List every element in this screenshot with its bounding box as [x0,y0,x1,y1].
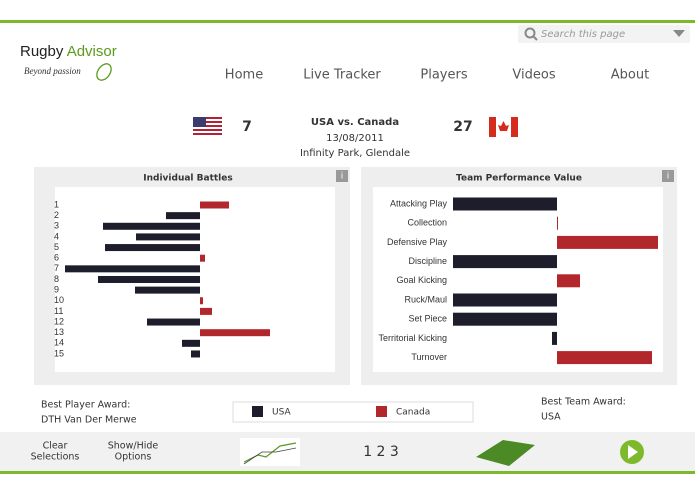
legend-label: USA [272,408,291,418]
award-value: USA [541,412,561,423]
field-icon[interactable] [476,440,535,466]
search-box[interactable] [518,25,690,43]
options-button[interactable]: Options [115,452,152,463]
home-score: 7 [242,119,252,135]
tagline: Beyond passion [24,66,81,76]
row-label: Collection [407,218,447,228]
page-selector[interactable]: 1 2 3 [363,444,399,460]
bar [200,307,212,315]
row-label: 1 [54,199,59,209]
legend-box [232,401,474,423]
bar [98,275,200,283]
row-label: 8 [54,274,59,284]
info-button[interactable] [662,170,674,182]
bar [182,339,200,347]
brand: Rugby Advisor [20,43,117,60]
row-label: Territorial Kicking [378,333,447,343]
row-label: 4 [54,231,59,241]
nav-link[interactable]: Players [420,68,467,83]
bar [557,274,580,288]
bar [453,255,557,269]
legend-swatch [376,406,387,417]
top-bar [0,20,695,23]
bar [453,312,557,326]
row-label: 6 [54,253,59,263]
away-score: 27 [453,119,472,135]
row-label: 7 [54,263,59,273]
bar [105,244,200,252]
bar [147,318,200,326]
bar [557,351,652,365]
search-icon [524,27,536,39]
bar [166,212,200,220]
clear-button[interactable]: Clear [43,441,68,452]
row-label: 11 [54,306,63,316]
footer [0,432,695,472]
bar [557,216,558,230]
chart-title: Team Performance Value [456,174,582,184]
bar [552,331,557,345]
bar [200,329,270,337]
dropdown-arrow[interactable] [673,30,685,37]
play-icon [628,445,638,459]
canada-flag [489,117,518,137]
nav-link[interactable]: About [611,68,649,83]
bar [191,350,200,358]
row-label: Discipline [408,256,447,266]
bar [453,197,557,211]
legend-label: Canada [396,408,430,418]
row-label: 9 [54,284,59,294]
us-flag [193,117,222,137]
plot-area [373,187,663,372]
options-button[interactable]: Show/Hide [108,441,159,452]
search-placeholder: Search this page [541,29,625,40]
match-date: 13/08/2011 [326,133,384,144]
bar [65,265,200,273]
row-label: Goal Kicking [396,275,447,285]
search-icon [532,35,538,41]
nav-link[interactable]: Videos [512,68,555,83]
ball-icon [96,63,112,81]
row-label: Ruck/Maul [404,294,447,304]
row-label: Set Piece [408,314,447,324]
chart-title: Individual Battles [143,174,232,184]
row-label: Turnover [411,352,447,362]
row-label: 2 [54,210,59,220]
row-label: 5 [54,242,59,252]
bar [135,286,200,294]
nav-link[interactable]: Live Tracker [303,68,381,83]
row-label: 13 [54,327,64,337]
bar [200,254,205,262]
legend-swatch [252,406,263,417]
row-label: Attacking Play [390,198,448,208]
bar [557,235,658,249]
row-label: 12 [54,316,64,326]
clear-button[interactable]: Selections [31,452,80,463]
bottom-bar [0,471,695,474]
bar [200,201,229,209]
match-title: USA vs. Canada [311,117,399,128]
info-icon: i [667,172,670,182]
row-label: 14 [54,338,64,348]
row-label: 15 [54,348,64,358]
info-button[interactable] [336,170,348,182]
award-value: DTH Van Der Merwe [41,415,137,426]
nav-link[interactable]: Home [225,68,263,83]
row-label: 10 [54,295,64,305]
row-label: 3 [54,221,59,231]
bar [136,233,200,241]
row-label: Defensive Play [387,237,448,247]
award-label: Best Player Award: [41,400,130,411]
bar [200,297,203,305]
trend-icon [243,447,297,465]
bar [103,222,200,230]
award-label: Best Team Award: [541,397,626,408]
info-icon: i [341,172,344,182]
bar [453,293,557,307]
match-venue: Infinity Park, Glendale [300,148,410,159]
